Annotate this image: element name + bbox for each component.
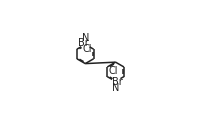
Text: N: N <box>111 83 119 93</box>
Text: Br: Br <box>111 77 122 87</box>
Text: Cl: Cl <box>108 66 118 76</box>
Text: N: N <box>81 33 88 43</box>
Text: Br: Br <box>78 38 89 48</box>
Text: Cl: Cl <box>82 44 92 54</box>
